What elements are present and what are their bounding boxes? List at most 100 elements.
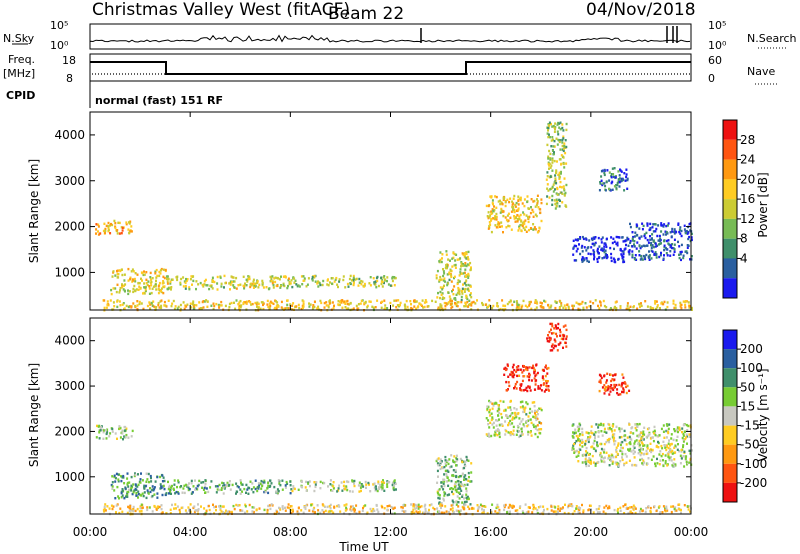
scatter-cell [686,251,689,255]
scatter-cell [682,438,685,441]
scatter-cell [563,189,566,192]
scatter-cell [136,273,139,276]
scatter-cell [608,505,611,508]
scatter-cell [536,200,539,203]
scatter-cell [459,257,462,260]
nsky-panel-frame [89,23,692,50]
scatter-cell [615,307,618,310]
scatter-cell [113,475,116,479]
scatter-cell [518,225,521,228]
scatter-cell [676,435,679,438]
scatter-cell [553,344,556,347]
scatter-cell [424,510,427,513]
scatter-cell [628,506,631,509]
scatter-cell [261,484,264,488]
scatter-cell [683,504,686,507]
scatter-cell [509,433,512,437]
scatter-cell [465,496,468,499]
scatter-cell [439,503,442,506]
scatter-cell [530,421,533,425]
scatter-cell [110,292,113,296]
scatter-cell [682,256,685,260]
scatter-cell [642,254,645,258]
scatter-cell [455,253,458,256]
velocity-panel-bg [90,318,691,514]
scatter-cell [396,304,399,307]
scatter-cell [662,430,665,433]
scatter-cell [317,509,320,512]
scatter-cell [225,483,228,487]
scatter-cell [529,418,532,421]
scatter-cell [114,287,117,290]
colorbar-segment [723,425,737,445]
scatter-cell [552,331,555,335]
scatter-cell [160,289,162,292]
scatter-cell [663,223,666,226]
scatter-cell [641,462,644,465]
scatter-cell [622,260,625,264]
scatter-cell [503,409,506,412]
scatter-cell [494,215,497,219]
scatter-cell [343,504,346,507]
scatter-cell [525,368,527,371]
scatter-cell [534,228,537,231]
scatter-cell [183,307,186,310]
scatter-cell [417,511,419,514]
scatter-cell [669,254,672,257]
scatter-cell [643,234,646,238]
scatter-cell [628,423,631,426]
scatter-cell [601,183,604,187]
scatter-cell [511,366,514,369]
scatter-cell [486,512,489,515]
scatter-cell [289,303,292,306]
scatter-cell [573,244,576,247]
scatter-cell [659,254,662,257]
scatter-cell [625,168,628,171]
scatter-cell [533,227,536,231]
scatter-cell [123,273,126,276]
scatter-cell [507,224,510,228]
scatter-cell [632,452,635,455]
scatter-cell [608,464,611,467]
scatter-cell [626,302,629,305]
scatter-cell [456,258,459,261]
scatter-cell [176,485,178,489]
scatter-cell [582,237,585,241]
scatter-cell [585,455,587,458]
scatter-cell [194,509,197,512]
scatter-cell [284,486,287,489]
scatter-cell [518,215,521,218]
scatter-cell [590,431,593,434]
scatter-cell [686,461,689,465]
scatter-cell [680,448,683,452]
scatter-cell [169,282,172,285]
scatter-cell [302,300,305,303]
scatter-cell [215,491,218,494]
scatter-cell [556,349,559,352]
scatter-cell [641,442,644,446]
scatter-cell [534,409,536,413]
scatter-cell [204,482,207,485]
scatter-cell [166,287,169,291]
scatter-cell [659,450,662,453]
scatter-cell [132,270,135,273]
scatter-cell [690,308,693,311]
scatter-cell [549,349,552,352]
scatter-cell [446,283,449,287]
scatter-cell [496,511,499,515]
scatter-cell [251,482,254,485]
colorbar-tick-label: 24 [740,153,755,167]
scatter-cell [274,306,277,310]
scatter-cell [150,480,153,483]
scatter-cell [686,429,689,432]
scatter-cell [161,480,164,483]
scatter-cell [383,281,385,285]
scatter-cell [488,411,491,414]
scatter-cell [657,239,660,242]
scatter-cell [554,122,557,125]
scatter-cell [673,306,676,310]
scatter-cell [679,305,682,308]
scatter-cell [119,507,122,510]
scatter-cell [533,405,536,408]
scatter-cell [410,306,413,310]
